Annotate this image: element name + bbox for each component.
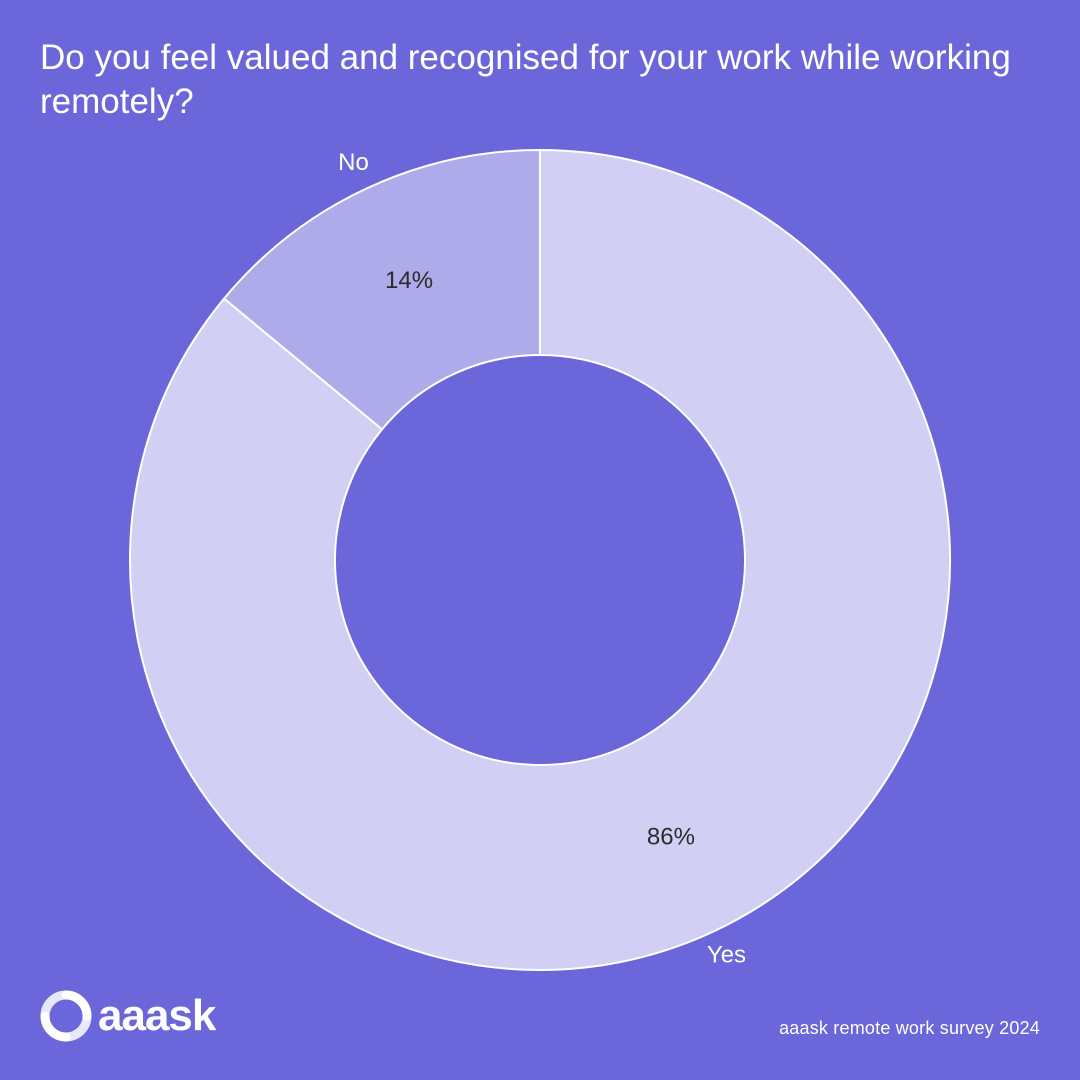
slice-yes — [129, 148, 951, 971]
slice-value-label-yes: 86% — [647, 824, 695, 851]
brand-wordmark: aaask — [98, 991, 216, 1040]
circular-arrows-icon — [40, 990, 92, 1042]
slice-category-label-no: No — [338, 149, 369, 176]
donut-slices — [129, 148, 951, 971]
slice-value-label-no: 14% — [385, 267, 433, 294]
chart-title: Do you feel valued and recognised for yo… — [40, 38, 1011, 121]
slice-no — [222, 148, 541, 431]
donut-labels: 86% Yes 14% No — [338, 149, 746, 969]
slice-category-label-yes: Yes — [707, 942, 746, 969]
source-note: aaask remote work survey 2024 — [779, 1018, 1040, 1038]
brand-logo: aaask — [40, 990, 216, 1042]
